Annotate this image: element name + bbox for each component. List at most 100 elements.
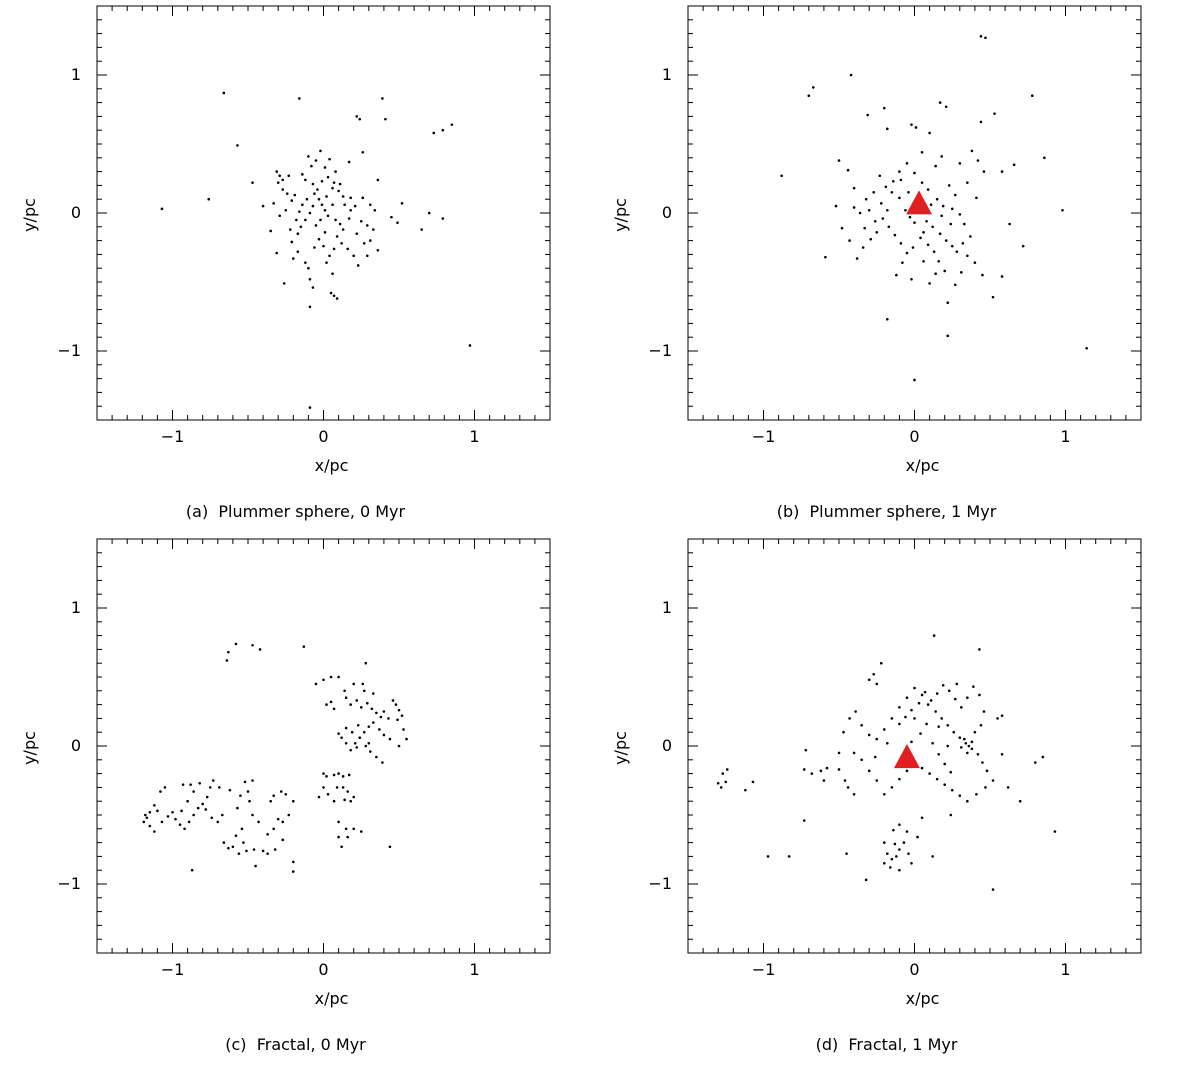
data-point xyxy=(196,806,200,810)
data-point xyxy=(186,799,189,803)
data-point xyxy=(935,777,939,781)
data-point xyxy=(886,127,889,131)
y-tick-label: −1 xyxy=(648,874,672,893)
data-point xyxy=(898,868,901,872)
data-point xyxy=(920,693,924,697)
data-point xyxy=(943,783,946,786)
data-point xyxy=(883,793,886,796)
data-point xyxy=(966,254,969,258)
data-point xyxy=(719,786,723,789)
data-point xyxy=(864,197,868,201)
data-point xyxy=(405,737,408,741)
data-point xyxy=(852,206,856,209)
data-point xyxy=(904,715,907,719)
panel-caption-c: (c) Fractal, 0 Myr xyxy=(225,1035,366,1054)
data-point xyxy=(867,769,871,773)
data-point xyxy=(369,203,372,207)
data-point xyxy=(926,188,930,191)
data-point xyxy=(972,685,975,688)
data-point xyxy=(352,827,356,831)
data-point xyxy=(928,131,931,135)
scatter-panel-c: −1 0 1 −1 0 1 x/pc y/pc (c) Fractal, 0 Myr xyxy=(0,533,591,1065)
data-point xyxy=(925,722,928,726)
data-point xyxy=(920,766,924,770)
y-tick-label: 1 xyxy=(71,598,81,617)
data-point xyxy=(402,728,405,731)
data-point xyxy=(210,816,214,820)
data-point xyxy=(973,261,977,264)
data-point xyxy=(281,188,285,191)
data-point xyxy=(940,155,943,158)
data-point xyxy=(822,779,826,782)
data-point xyxy=(183,827,186,831)
data-point xyxy=(920,181,924,184)
data-point xyxy=(982,170,986,173)
data-point xyxy=(400,714,404,717)
data-point xyxy=(337,189,340,193)
data-point xyxy=(319,149,322,153)
data-point xyxy=(950,788,954,792)
data-point xyxy=(171,810,174,814)
data-point xyxy=(236,144,239,147)
data-point xyxy=(180,809,183,813)
data-point xyxy=(292,257,295,260)
data-point xyxy=(837,751,841,755)
data-point xyxy=(326,793,330,796)
data-point xyxy=(967,744,971,748)
data-point xyxy=(869,237,873,241)
data-point xyxy=(361,196,365,200)
data-point xyxy=(387,717,390,720)
data-point xyxy=(883,106,886,110)
data-point xyxy=(228,788,232,792)
data-point xyxy=(1006,786,1010,789)
data-point xyxy=(926,703,930,706)
data-point xyxy=(276,181,280,184)
data-point xyxy=(852,186,856,190)
data-point xyxy=(251,643,254,647)
data-point xyxy=(310,164,313,168)
data-point xyxy=(872,672,876,676)
data-point xyxy=(308,211,312,215)
data-point xyxy=(852,793,856,796)
data-point xyxy=(958,736,962,740)
data-point xyxy=(163,786,167,789)
data-point xyxy=(376,248,380,252)
data-point xyxy=(350,730,354,734)
data-point xyxy=(1030,94,1034,97)
data-point xyxy=(269,229,272,233)
data-point xyxy=(854,710,857,713)
data-point xyxy=(388,737,392,741)
data-point xyxy=(307,155,310,158)
data-point xyxy=(937,752,940,756)
data-point xyxy=(346,790,349,793)
data-point xyxy=(373,208,377,212)
data-point xyxy=(282,282,286,285)
data-point xyxy=(349,799,352,803)
data-point xyxy=(347,773,351,777)
data-point xyxy=(946,744,950,748)
data-point xyxy=(937,260,940,263)
data-point xyxy=(941,204,945,208)
data-point xyxy=(441,128,445,132)
data-point xyxy=(901,261,904,264)
y-tick-label: −1 xyxy=(57,874,81,893)
data-point xyxy=(281,838,285,842)
data-point xyxy=(384,117,387,121)
data-point xyxy=(397,744,401,748)
data-point xyxy=(396,718,399,722)
x-tick-label: −1 xyxy=(161,960,185,979)
data-point xyxy=(251,181,254,184)
data-point xyxy=(932,250,936,253)
data-point xyxy=(866,113,869,117)
data-point xyxy=(898,706,901,709)
data-point xyxy=(245,849,248,853)
data-point xyxy=(946,724,950,727)
data-point xyxy=(325,703,328,706)
data-point xyxy=(187,820,191,824)
data-point xyxy=(910,862,913,865)
data-point xyxy=(1000,714,1004,717)
plot-frame xyxy=(96,538,551,954)
data-point xyxy=(365,224,369,227)
data-point xyxy=(953,697,957,701)
data-point xyxy=(860,724,863,727)
